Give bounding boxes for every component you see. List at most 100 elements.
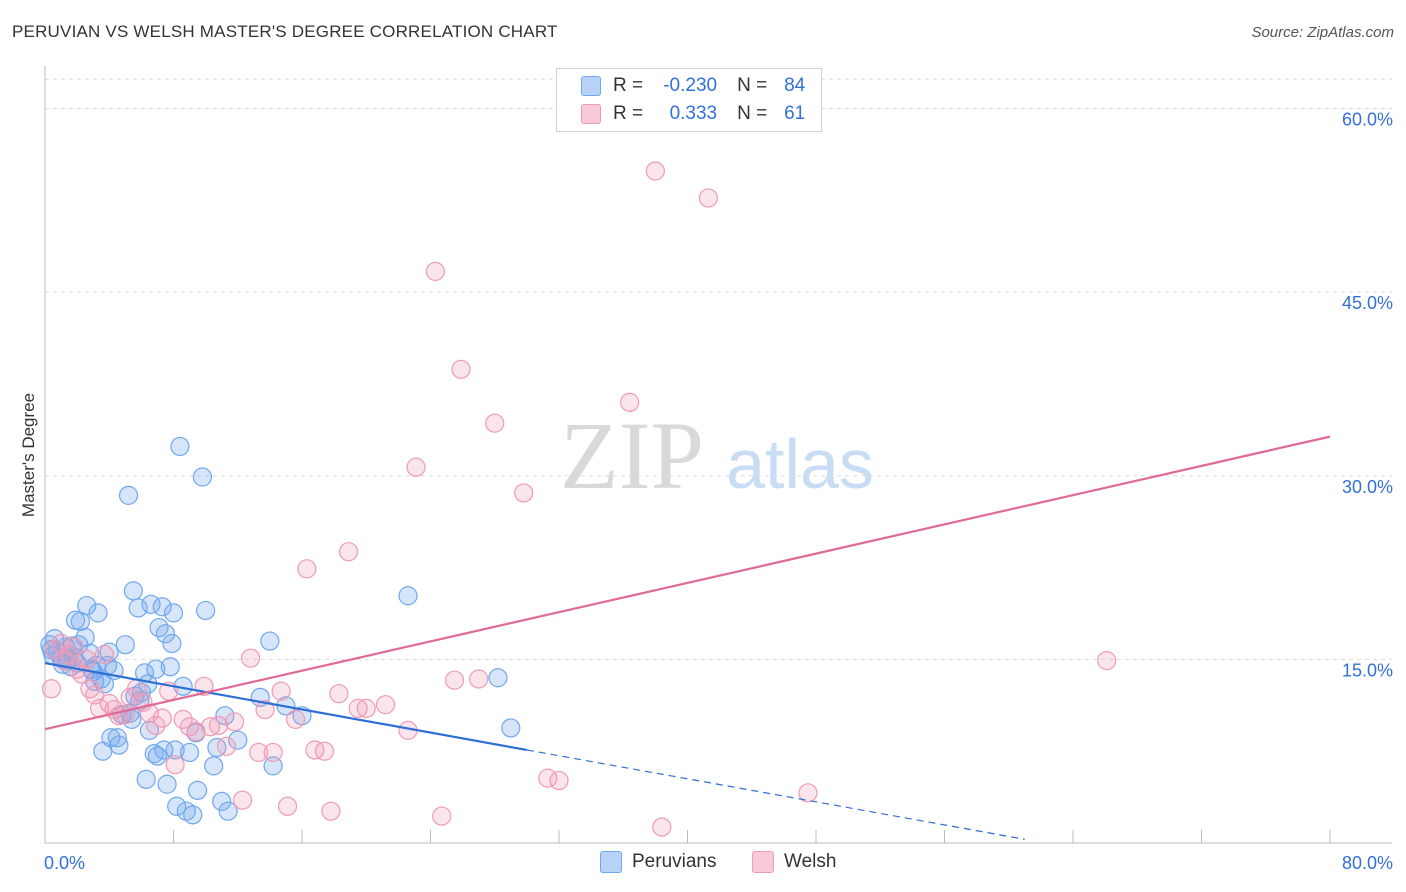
peruvians-swatch-icon (581, 76, 601, 96)
data-point (183, 805, 203, 825)
data-point (94, 644, 115, 665)
y-tick-label: 15.0% (1342, 660, 1393, 680)
data-point (488, 668, 508, 688)
data-point (70, 611, 90, 632)
data-point (645, 161, 665, 181)
data-points (40, 161, 1117, 837)
data-point (146, 715, 166, 736)
correlation-legend: R = -0.230 N = 84 R = 0.333 N = 61 (556, 68, 822, 132)
data-point (314, 741, 335, 761)
data-point (160, 657, 180, 677)
legend-label-welsh: Welsh (784, 851, 837, 872)
y-axis-label: Master's Degree (19, 393, 38, 517)
data-point (77, 595, 97, 616)
data-point (155, 624, 176, 644)
data-point (136, 769, 156, 789)
data-point (109, 735, 129, 755)
data-point (146, 659, 166, 679)
welsh-legend-icon (752, 851, 774, 873)
data-point (128, 598, 148, 618)
data-point (425, 261, 445, 281)
data-point (152, 597, 172, 617)
data-point (152, 708, 172, 728)
y-tick-label: 45.0% (1342, 293, 1393, 313)
legend-row-welsh: R = 0.333 N = 61 (557, 100, 805, 128)
data-point (187, 780, 208, 800)
data-point (107, 728, 127, 748)
trend-lines (44, 435, 1331, 840)
data-point (200, 717, 221, 737)
data-point (88, 603, 108, 623)
welsh-swatch-icon (581, 104, 601, 124)
data-point (241, 648, 261, 668)
data-point (406, 457, 426, 477)
data-point (154, 740, 174, 760)
data-point (263, 756, 283, 776)
legend-n-label: N = (737, 75, 768, 96)
data-point (271, 681, 291, 701)
data-point (277, 796, 298, 816)
data-point (375, 695, 396, 715)
x-tick-label: 0.0% (44, 853, 85, 873)
legend-item-peruvians: Peruvians (600, 851, 717, 873)
data-point (338, 542, 359, 562)
data-point (514, 483, 534, 503)
legend-r-value: 0.333 (669, 103, 718, 124)
data-point (218, 801, 238, 821)
data-point (196, 600, 216, 621)
data-point (652, 817, 672, 837)
data-point (698, 188, 718, 208)
data-point (329, 684, 349, 704)
data-point (444, 670, 465, 690)
data-point (192, 467, 213, 487)
data-point (77, 649, 97, 670)
data-point (41, 679, 62, 699)
axes (44, 66, 1392, 844)
data-point (305, 740, 325, 760)
trend-line-peruvians (44, 661, 528, 752)
trend-line-welsh (44, 435, 1331, 731)
data-point (249, 742, 269, 763)
series-welsh (41, 161, 1117, 837)
grid-lines (45, 78, 1392, 660)
data-point (485, 413, 505, 433)
data-point (620, 392, 640, 412)
watermark-atlas: atlas (726, 425, 874, 503)
data-point (170, 436, 190, 457)
chart-source: Source: ZipAtlas.com (1251, 24, 1394, 41)
legend-label-peruvians: Peruvians (632, 851, 717, 872)
legend-item-welsh: Welsh (752, 851, 836, 873)
data-point (165, 755, 185, 775)
data-point (141, 594, 161, 614)
legend-n-label: N = (737, 103, 768, 124)
data-point (798, 783, 818, 803)
data-point (64, 637, 84, 657)
data-point (173, 709, 193, 729)
data-point (321, 801, 341, 821)
legend-row-peruvians: R = -0.230 N = 84 (557, 72, 805, 100)
legend-n-value: 84 (784, 75, 806, 96)
data-point (232, 790, 253, 810)
y-tick-label: 30.0% (1342, 477, 1393, 497)
data-point (176, 801, 196, 821)
data-point (451, 359, 471, 379)
data-point (469, 669, 489, 689)
chart-title: PERUVIAN VS WELSH MASTER'S DEGREE CORREL… (12, 22, 558, 41)
data-point (123, 581, 143, 601)
data-point (115, 635, 135, 655)
data-point (549, 770, 569, 791)
data-point (139, 703, 160, 723)
peruvians-legend-icon (600, 851, 622, 873)
data-point (538, 768, 558, 788)
data-point (144, 744, 164, 764)
data-point (208, 715, 229, 736)
data-point (263, 742, 283, 763)
data-point (356, 698, 376, 718)
data-point (118, 485, 139, 505)
data-point (162, 633, 182, 654)
data-point (163, 603, 184, 623)
data-point (432, 806, 452, 826)
data-point (186, 722, 206, 742)
data-point (228, 730, 248, 750)
